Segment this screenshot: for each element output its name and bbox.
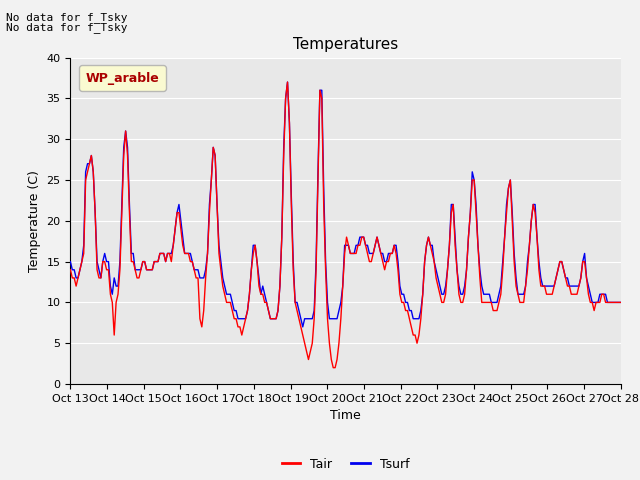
Text: No data for f_Tsky: No data for f_Tsky: [6, 12, 128, 23]
X-axis label: Time: Time: [330, 409, 361, 422]
Y-axis label: Temperature (C): Temperature (C): [28, 170, 41, 272]
Legend: Tair, Tsurf: Tair, Tsurf: [276, 453, 415, 476]
Text: No data for f_Tsky: No data for f_Tsky: [6, 22, 128, 33]
Title: Temperatures: Temperatures: [293, 37, 398, 52]
